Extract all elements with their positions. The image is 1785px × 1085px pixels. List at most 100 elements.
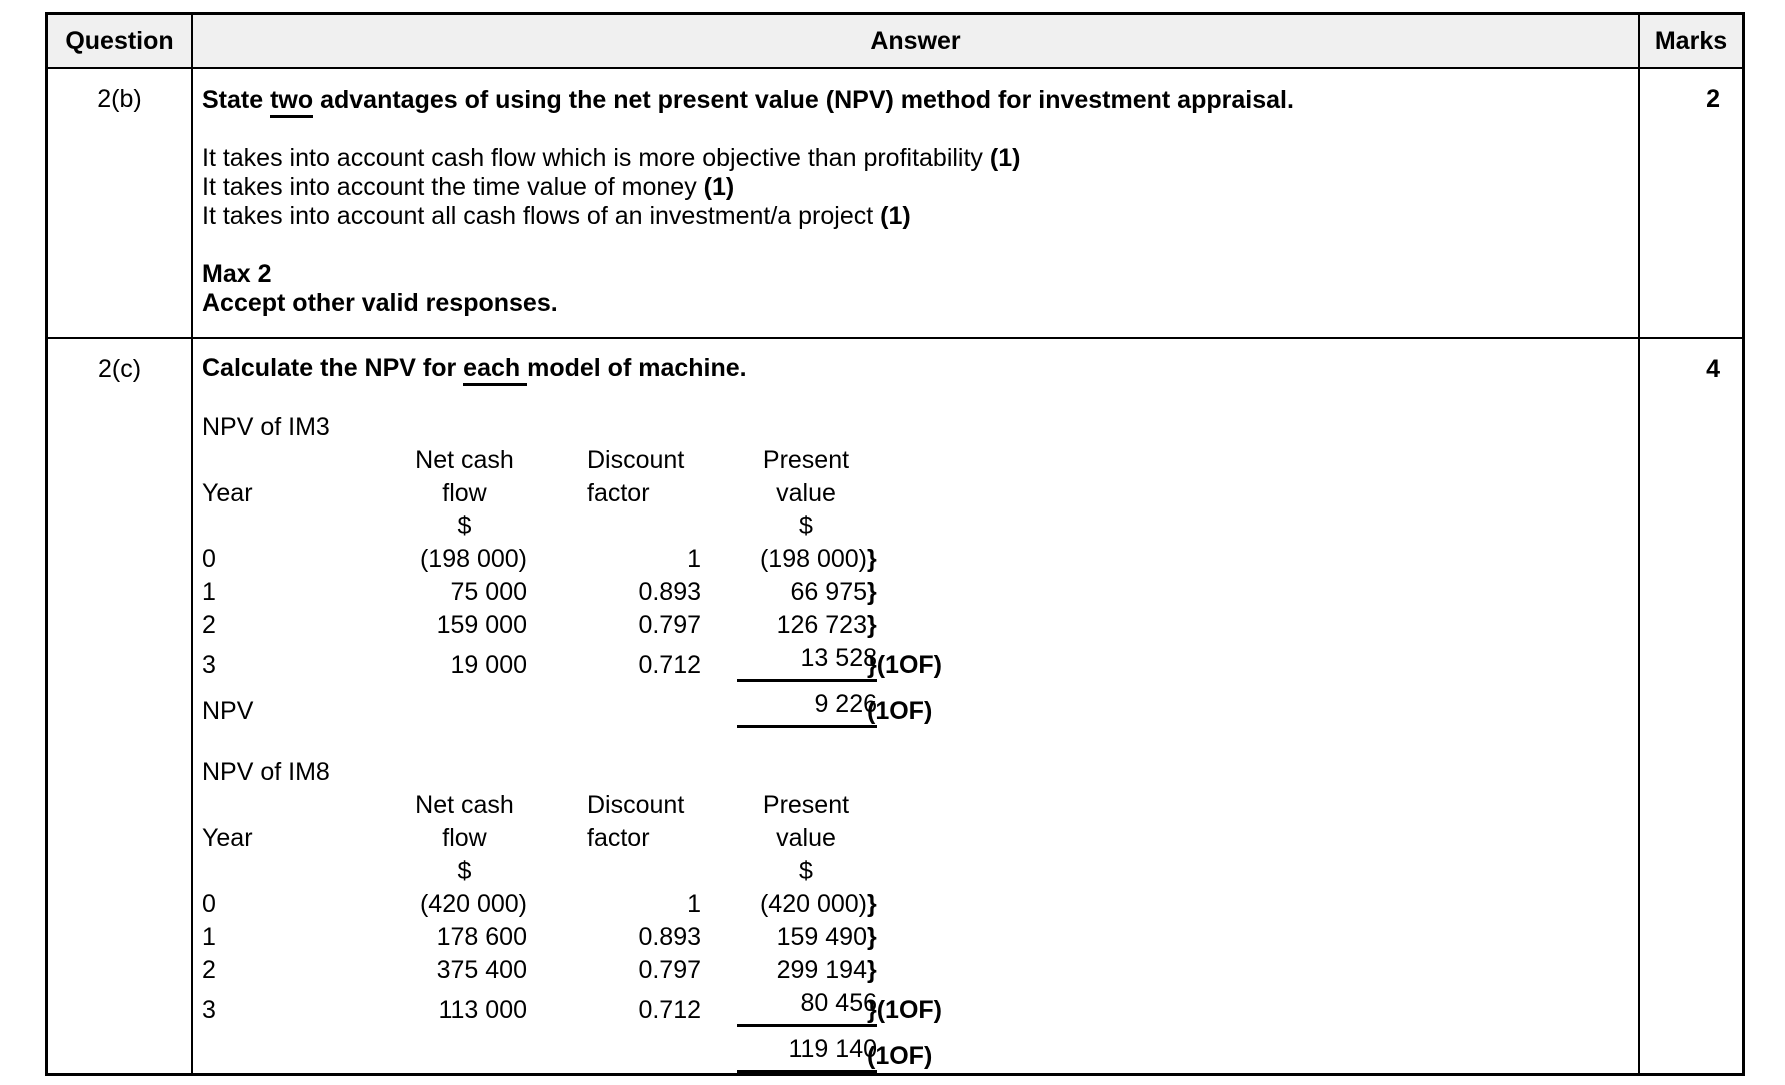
npv-cell-discount-factor: 0.712 <box>638 996 701 1024</box>
answer-cell-2c: Calculate the NPV for each model of mach… <box>193 339 1640 1073</box>
npv-data-row: 3 19 000 0.712 13 528 }(1OF) <box>202 642 1027 682</box>
npv-col-header-net-cash-flow: Net cash flow <box>415 791 514 852</box>
npv-cell-present-value: 119 140 <box>701 1027 877 1073</box>
marking-brace: (1OF) <box>867 1042 933 1070</box>
npv-table-im8: Year Net cash flow Discount factor Present… <box>202 789 1027 1073</box>
npv-cell-present-value: 80 456 <box>701 987 877 1027</box>
marking-brace: } <box>867 611 877 639</box>
npv-cell-year: NPV <box>202 697 254 725</box>
npv-cell-present-value: 299 194 <box>776 956 867 984</box>
npv-cell-net-cash-flow: 19 000 <box>450 651 527 679</box>
currency-symbol: $ <box>799 512 813 540</box>
npv-cell-present-value: 159 490 <box>776 923 867 951</box>
answer-point: It takes into account all cash flows of … <box>202 202 911 230</box>
npv-cell-net-cash-flow: 178 600 <box>436 923 527 951</box>
npv-total-row: NPV 9 226 (1OF) <box>202 682 1027 728</box>
total-underline: 9 226 <box>737 688 877 728</box>
npv-cell-discount-factor <box>527 682 701 728</box>
npv-data-row: 0 (198 000) 1 (198 000) } <box>202 543 1027 576</box>
npv-col-header-net-cash-flow: Net cash flow <box>415 446 514 507</box>
total-underline: 13 528 <box>737 642 877 682</box>
column-header-question: Question <box>48 15 193 69</box>
marking-brace: (1OF) <box>867 697 933 725</box>
npv-cell-discount-factor: 0.893 <box>638 923 701 951</box>
npv-col-header-note <box>867 444 1027 510</box>
npv-data-row: 1 178 600 0.893 159 490 } <box>202 921 1027 954</box>
currency-symbol: $ <box>457 857 472 885</box>
question-cell-2c: 2(c) <box>48 339 193 1073</box>
npv-table-label-im8: NPV of IM8 <box>202 758 330 786</box>
npv-col-header-discount-factor: Discount factor <box>587 446 685 507</box>
npv-data-row: 2 375 400 0.797 299 194 } <box>202 954 1027 987</box>
npv-cell-discount-factor <box>527 1027 701 1073</box>
npv-cell-discount-factor: 0.797 <box>638 611 701 639</box>
npv-currency-row: $ $ <box>202 510 1027 543</box>
max-note: Max 2 <box>202 260 272 288</box>
column-header-marks: Marks <box>1640 15 1742 69</box>
marks-cell-2b: 2 <box>1640 69 1742 339</box>
total-underline: 80 456 <box>737 987 877 1027</box>
marking-brace: } <box>867 890 877 918</box>
npv-cell-present-value: (420 000) <box>759 890 867 918</box>
answer-point: It takes into account cash flow which is… <box>202 144 1021 172</box>
npv-header-row: Year Net cash flow Discount factor Present… <box>202 789 1027 855</box>
npv-cell-net-cash-flow: (198 000) <box>419 545 527 573</box>
marking-brace: } <box>867 578 877 606</box>
answer-cell-2b: State two advantages of using the net pr… <box>193 69 1640 339</box>
column-header-answer: Answer <box>193 15 1640 69</box>
npv-table-label-im3: NPV of IM3 <box>202 413 330 441</box>
total-underline: 119 140 <box>737 1033 877 1073</box>
npv-cell-net-cash-flow: 113 000 <box>438 996 527 1024</box>
npv-cell-year: 0 <box>202 545 216 573</box>
npv-cell-discount-factor: 0.893 <box>638 578 701 606</box>
underlined-word: each <box>463 354 528 386</box>
npv-cell-present-value: (198 000) <box>759 545 867 573</box>
marking-brace: }(1OF) <box>867 996 942 1024</box>
npv-col-header-present-value: Present value <box>762 446 850 507</box>
npv-cell-net-cash-flow: 159 000 <box>436 611 527 639</box>
npv-cell-net-cash-flow: (420 000) <box>419 890 527 918</box>
question-text-2c: Calculate the NPV for each model of mach… <box>202 353 1618 386</box>
mark-tag: (1) <box>880 202 911 230</box>
question-text-2b: State two advantages of using the net pr… <box>202 85 1618 118</box>
npv-cell-discount-factor: 0.797 <box>638 956 701 984</box>
npv-cell-year <box>202 1027 332 1073</box>
npv-cell-net-cash-flow: 75 000 <box>450 578 527 606</box>
npv-cell-discount-factor: 1 <box>687 545 701 573</box>
npv-data-row: 2 159 000 0.797 126 723 } <box>202 609 1027 642</box>
npv-cell-year: 3 <box>202 996 216 1024</box>
npv-cell-year: 0 <box>202 890 216 918</box>
npv-cell-discount-factor: 0.712 <box>638 651 701 679</box>
marks-cell-2c: 4 <box>1706 355 1720 383</box>
npv-data-row: 1 75 000 0.893 66 975 } <box>202 576 1027 609</box>
currency-symbol: $ <box>799 857 813 885</box>
npv-cell-net-cash-flow: 375 400 <box>436 956 527 984</box>
npv-col-header-note <box>867 789 1027 855</box>
npv-cell-net-cash-flow <box>332 682 527 728</box>
answer-point: It takes into account the time value of … <box>202 173 735 201</box>
mark-scheme-table: Question Answer Marks 2(b) State two adv… <box>45 12 1745 1076</box>
npv-cell-net-cash-flow <box>332 1027 527 1073</box>
npv-col-header-discount-factor: Discount factor <box>587 791 685 852</box>
npv-cell-present-value: 66 975 <box>790 578 867 606</box>
npv-col-header-present-value: Present value <box>762 791 850 852</box>
mark-tag: (1) <box>703 173 735 201</box>
npv-cell-year: 1 <box>202 578 216 606</box>
marking-brace: }(1OF) <box>867 651 942 679</box>
marking-brace: } <box>867 956 877 984</box>
npv-data-row: 0 (420 000) 1 (420 000) } <box>202 888 1027 921</box>
npv-data-row: 3 113 000 0.712 80 456 }(1OF) <box>202 987 1027 1027</box>
accept-note: Accept other valid responses. <box>202 289 558 317</box>
currency-symbol: $ <box>457 512 472 540</box>
question-cell-2b: 2(b) <box>48 69 193 339</box>
npv-table-im3: Year Net cash flow Discount factor Present… <box>202 444 1027 728</box>
npv-cell-present-value: 13 528 <box>701 642 877 682</box>
npv-cell-present-value: 9 226 <box>701 682 877 728</box>
npv-currency-row: $ $ <box>202 855 1027 888</box>
npv-cell-year: 1 <box>202 923 216 951</box>
mark-tag: (1) <box>989 144 1021 172</box>
marking-brace: } <box>867 923 877 951</box>
npv-col-header-year: Year <box>202 479 253 507</box>
underlined-word: two <box>270 86 314 118</box>
npv-cell-year: 3 <box>202 651 216 679</box>
